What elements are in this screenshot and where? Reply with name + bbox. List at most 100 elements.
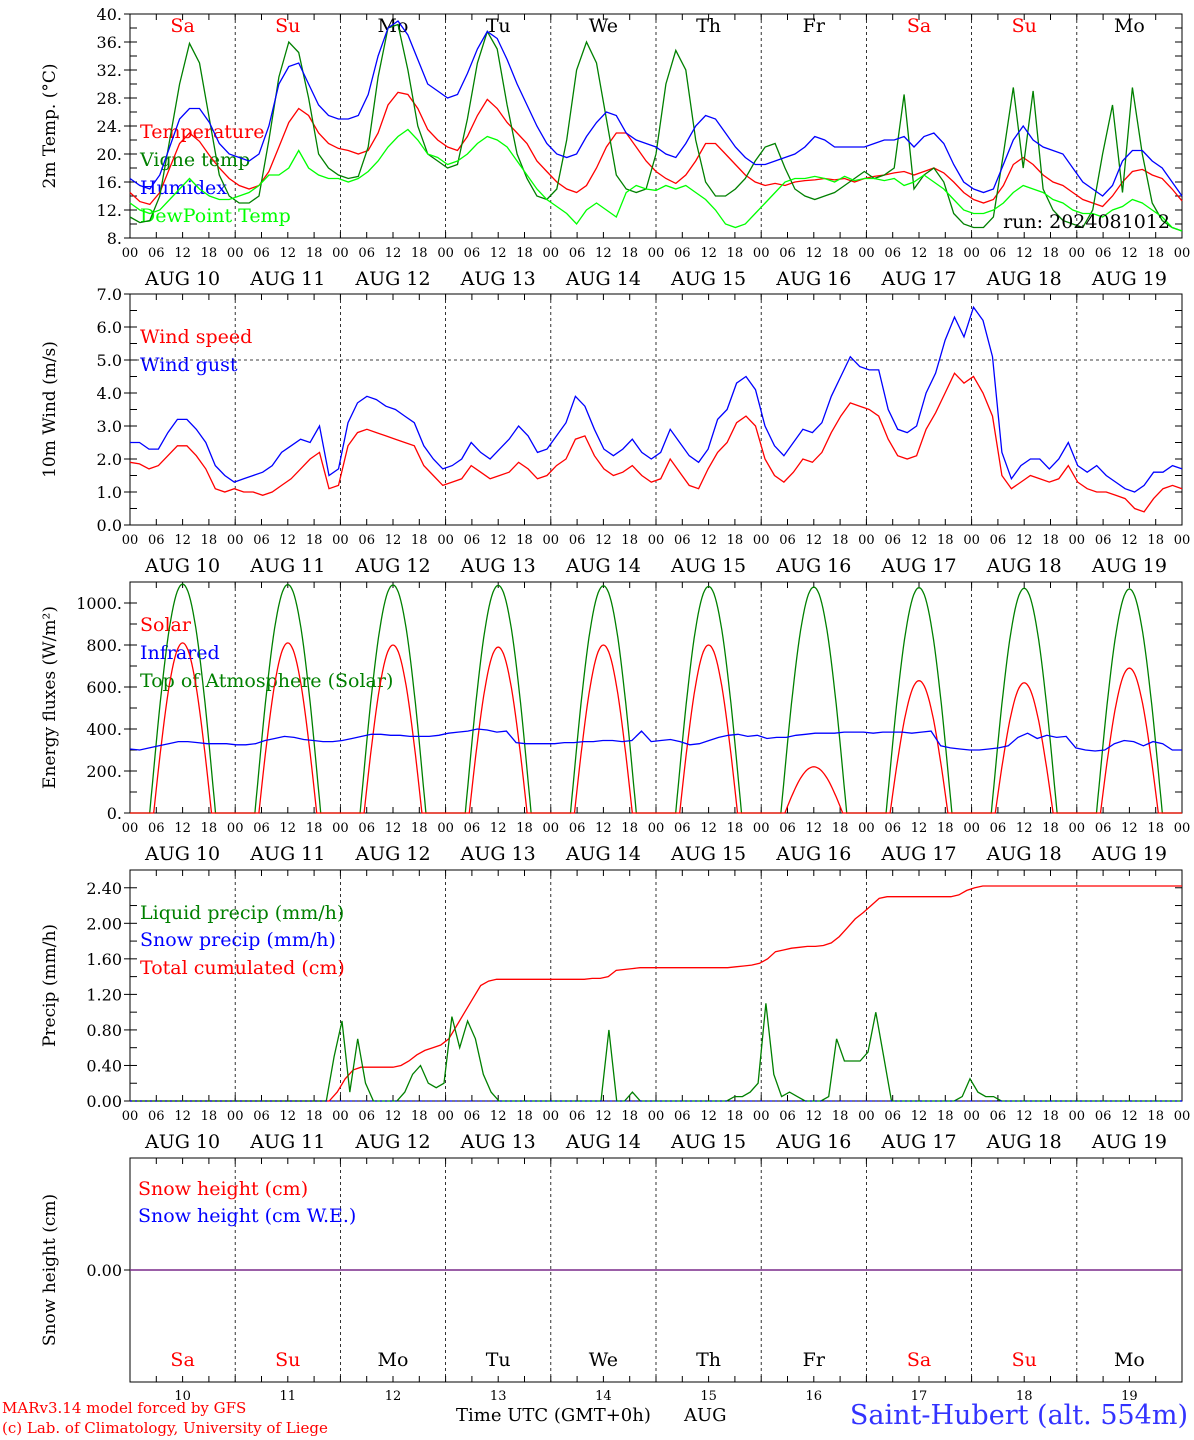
x-date-label: AUG 18: [986, 268, 1062, 290]
x-hour-label: 12: [911, 1109, 928, 1124]
x-hour-label: 00: [1174, 1109, 1191, 1124]
x-hour-label: 18: [306, 821, 323, 836]
x-hour-label: 18: [1042, 821, 1059, 836]
x-hour-label: 00: [122, 533, 139, 548]
x-hour-label: 00: [753, 246, 770, 261]
x-hour-label: 18: [306, 533, 323, 548]
x-hour-label: 00: [437, 246, 454, 261]
y-tick-label: 0.00: [86, 1092, 122, 1111]
x-hour-label: 12: [1016, 533, 1033, 548]
y-axis-label: Snow height (cm): [40, 1194, 60, 1346]
day-abbr-top: Th: [696, 15, 721, 37]
x-hour-label: 06: [569, 246, 586, 261]
x-hour-label: 00: [1174, 246, 1191, 261]
x-hour-label: 00: [543, 533, 560, 548]
x-hour-label: 12: [174, 1109, 191, 1124]
y-tick-label: 200.: [86, 762, 122, 781]
day-number: 14: [595, 1389, 612, 1404]
x-date-label: AUG 10: [144, 843, 220, 865]
credit-line-1: MARv3.14 model forced by GFS: [2, 1399, 247, 1417]
x-hour-label: 06: [1095, 533, 1112, 548]
x-hour-label: 00: [122, 1109, 139, 1124]
y-tick-label: 0.: [107, 804, 122, 823]
day-number: 15: [700, 1389, 717, 1404]
x-hour-label: 18: [1147, 821, 1164, 836]
day-number: 10: [174, 1389, 191, 1404]
x-hour-label: 06: [358, 533, 375, 548]
legend-humidex: Humidex: [140, 177, 227, 199]
x-date-label: AUG 14: [565, 555, 641, 577]
legend-dewpoint-temp: DewPoint Temp: [140, 205, 291, 227]
day-abbr-top: Sa: [907, 15, 931, 37]
day-abbr-bottom: Su: [1012, 1349, 1037, 1371]
x-date-label: AUG 18: [986, 555, 1062, 577]
series-dewpoint-temp: [129, 128, 1183, 232]
x-hour-label: 12: [385, 1109, 402, 1124]
x-hour-label: 06: [1095, 1109, 1112, 1124]
x-hour-label: 00: [858, 246, 875, 261]
y-tick-label: 4.0: [97, 384, 122, 403]
x-hour-label: 00: [753, 821, 770, 836]
y-tick-label: 6.0: [97, 318, 122, 337]
x-hour-label: 06: [464, 246, 481, 261]
x-date-label: AUG 11: [249, 268, 325, 290]
legend-wind-gust: Wind gust: [140, 354, 238, 376]
x-date-label: AUG 15: [670, 843, 746, 865]
x-hour-label: 12: [174, 246, 191, 261]
x-hour-label: 06: [148, 246, 165, 261]
x-hour-label: 12: [174, 533, 191, 548]
x-hour-label: 00: [858, 821, 875, 836]
x-date-label: AUG 16: [775, 555, 851, 577]
day-abbr-top: Su: [1012, 15, 1037, 37]
x-hour-label: 06: [884, 246, 901, 261]
x-date-label: AUG 12: [354, 1131, 430, 1153]
y-tick-label: 12.: [97, 201, 122, 220]
x-date-label: AUG 17: [880, 268, 956, 290]
x-hour-label: 00: [227, 246, 244, 261]
y-tick-label: 5.0: [97, 351, 122, 370]
x-hour-label: 12: [280, 821, 297, 836]
x-date-label: AUG 14: [565, 1131, 641, 1153]
x-hour-label: 00: [1174, 533, 1191, 548]
x-hour-label: 00: [332, 246, 349, 261]
series-temperature: [129, 91, 1183, 208]
x-hour-label: 18: [727, 246, 744, 261]
x-hour-label: 18: [832, 1109, 849, 1124]
x-date-label: AUG 19: [1091, 1131, 1167, 1153]
y-tick-label: 2.00: [86, 914, 122, 933]
y-tick-label: 0.00: [86, 1261, 122, 1280]
x-hour-label: 18: [516, 246, 533, 261]
y-tick-label: 600.: [86, 678, 122, 697]
day-number: 12: [385, 1389, 402, 1404]
x-hour-label: 12: [911, 533, 928, 548]
x-hour-label: 12: [490, 246, 507, 261]
x-hour-label: 12: [911, 821, 928, 836]
x-hour-label: 06: [674, 533, 691, 548]
x-hour-label: 12: [595, 1109, 612, 1124]
y-axis-label: Energy fluxes (W/m²): [40, 606, 60, 789]
x-hour-label: 12: [700, 1109, 717, 1124]
x-hour-label: 12: [911, 246, 928, 261]
x-date-label: AUG 19: [1091, 843, 1167, 865]
x-hour-label: 18: [411, 246, 428, 261]
x-hour-label: 00: [437, 533, 454, 548]
x-hour-label: 00: [1069, 821, 1086, 836]
legend-snow-height-cm-w-e: Snow height (cm W.E.): [138, 1205, 356, 1227]
x-hour-label: 18: [516, 1109, 533, 1124]
x-hour-label: 06: [148, 1109, 165, 1124]
x-hour-label: 06: [358, 246, 375, 261]
x-hour-label: 12: [1016, 821, 1033, 836]
x-hour-label: 06: [674, 246, 691, 261]
x-hour-label: 06: [253, 533, 270, 548]
x-hour-label: 12: [700, 246, 717, 261]
x-date-label: AUG 16: [775, 268, 851, 290]
x-hour-label: 00: [648, 1109, 665, 1124]
x-hour-label: 18: [201, 1109, 218, 1124]
x-hour-label: 06: [990, 1109, 1007, 1124]
x-hour-label: 00: [753, 1109, 770, 1124]
y-tick-label: 0.80: [86, 1021, 122, 1040]
x-date-label: AUG 11: [249, 843, 325, 865]
y-axis-label: 2m Temp. (°C): [40, 63, 60, 188]
x-hour-label: 06: [674, 1109, 691, 1124]
